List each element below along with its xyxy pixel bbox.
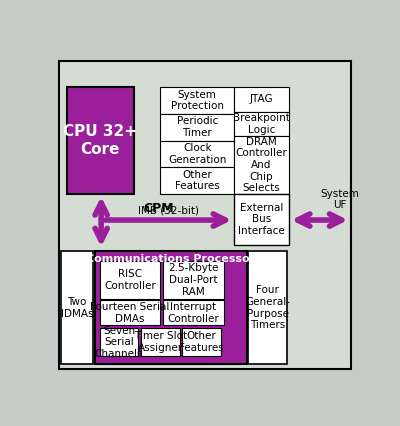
Text: Fourteen Serial
DMAs: Fourteen Serial DMAs <box>90 302 170 323</box>
Text: Timer Slot
Assigner: Timer Slot Assigner <box>134 331 187 353</box>
Bar <box>234 112 289 136</box>
Bar <box>95 251 247 364</box>
Bar <box>61 251 94 364</box>
Text: Other
Features: Other Features <box>179 331 224 353</box>
Text: Communications Processor: Communications Processor <box>86 254 256 265</box>
Text: CPM: CPM <box>143 202 174 215</box>
Bar <box>160 114 234 141</box>
Bar <box>234 87 289 112</box>
Text: CPU 32+
Core: CPU 32+ Core <box>63 124 137 157</box>
Bar <box>141 328 180 356</box>
Text: Four
General-
Purpose
Timers: Four General- Purpose Timers <box>245 285 290 330</box>
Bar <box>67 87 134 194</box>
Text: Interrupt
Controller: Interrupt Controller <box>168 302 219 323</box>
Text: Seven
Serial
Channels: Seven Serial Channels <box>95 325 143 359</box>
Bar <box>160 167 234 194</box>
Text: System
UF: System UF <box>320 189 359 210</box>
Bar <box>234 194 289 245</box>
Text: Other
Features: Other Features <box>175 170 220 191</box>
Bar <box>100 261 160 299</box>
Bar <box>160 141 234 167</box>
Text: RISC
Controller: RISC Controller <box>104 269 156 291</box>
Text: DRAM
Controller
And
Chip
Selects: DRAM Controller And Chip Selects <box>236 137 288 193</box>
Bar <box>163 261 224 299</box>
Bar <box>163 300 224 325</box>
Text: External
Bus
Interface: External Bus Interface <box>238 203 285 236</box>
Bar <box>100 328 138 356</box>
Text: System
Protection: System Protection <box>171 90 224 111</box>
Text: Breakpoint
Logic: Breakpoint Logic <box>233 113 290 135</box>
Text: 2.5-Kbyte
Dual-Port
RAM: 2.5-Kbyte Dual-Port RAM <box>168 263 218 296</box>
Text: Clock
Generation: Clock Generation <box>168 143 226 164</box>
Text: Periodic
Timer: Periodic Timer <box>176 116 218 138</box>
Bar <box>182 328 221 356</box>
Bar <box>100 300 160 325</box>
Bar <box>234 136 289 194</box>
Text: JTAG: JTAG <box>250 95 273 104</box>
Text: Two
IDMAs: Two IDMAs <box>61 297 93 319</box>
Bar <box>248 251 287 364</box>
Bar <box>160 87 234 114</box>
Text: IMB (32-bit): IMB (32-bit) <box>138 205 199 215</box>
